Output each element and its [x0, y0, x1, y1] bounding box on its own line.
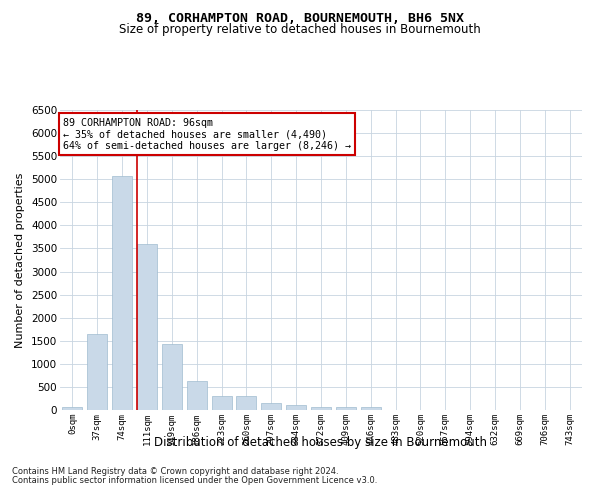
Text: Size of property relative to detached houses in Bournemouth: Size of property relative to detached ho… [119, 22, 481, 36]
Bar [236, 396, 256, 410]
Bar [361, 407, 380, 410]
Bar [88, 334, 107, 410]
Text: 89 CORHAMPTON ROAD: 96sqm
← 35% of detached houses are smaller (4,490)
64% of se: 89 CORHAMPTON ROAD: 96sqm ← 35% of detac… [62, 118, 350, 150]
Bar [162, 344, 182, 410]
Text: 89, CORHAMPTON ROAD, BOURNEMOUTH, BH6 5NX: 89, CORHAMPTON ROAD, BOURNEMOUTH, BH6 5N… [136, 12, 464, 26]
Text: Contains HM Land Registry data © Crown copyright and database right 2024.: Contains HM Land Registry data © Crown c… [12, 467, 338, 476]
Bar [137, 244, 157, 410]
Y-axis label: Number of detached properties: Number of detached properties [16, 172, 25, 348]
Bar [286, 405, 306, 410]
Bar [336, 408, 356, 410]
Text: Contains public sector information licensed under the Open Government Licence v3: Contains public sector information licen… [12, 476, 377, 485]
Bar [262, 404, 281, 410]
Bar [212, 396, 232, 410]
Bar [311, 406, 331, 410]
Bar [62, 406, 82, 410]
Text: Distribution of detached houses by size in Bournemouth: Distribution of detached houses by size … [155, 436, 487, 449]
Bar [187, 382, 206, 410]
Bar [112, 176, 132, 410]
